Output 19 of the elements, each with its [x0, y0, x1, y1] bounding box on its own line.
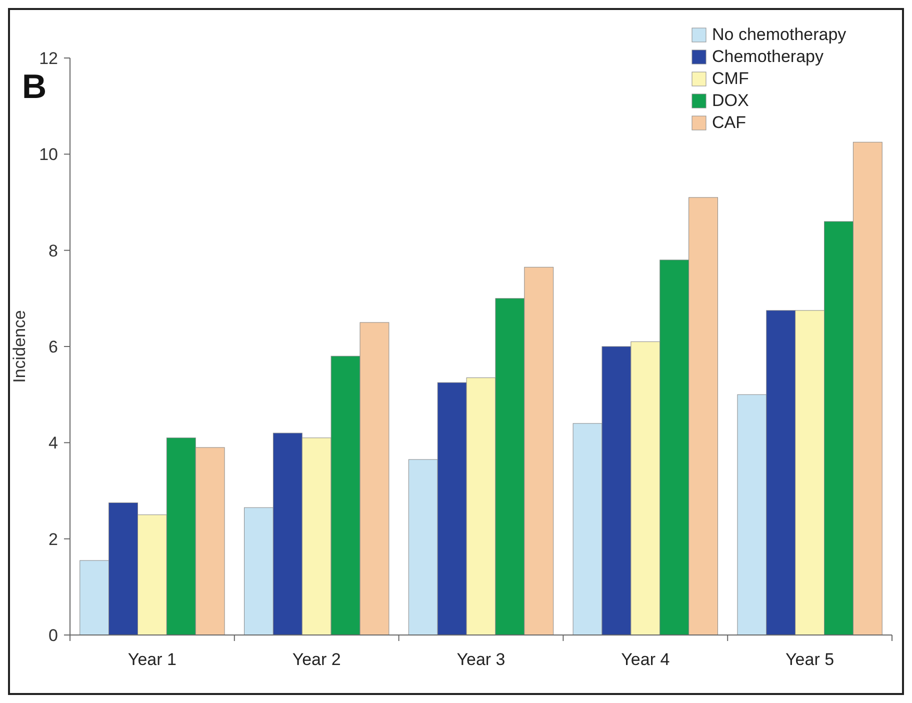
y-tick-label: 8 [48, 241, 58, 260]
legend-label: CMF [712, 69, 749, 88]
legend-label: No chemotherapy [712, 25, 847, 44]
y-tick-label: 2 [48, 530, 58, 549]
x-tick-label: Year 4 [621, 650, 670, 669]
text: B [22, 68, 47, 106]
legend-label: DOX [712, 91, 749, 110]
x-tick-label: Year 1 [128, 650, 176, 669]
y-tick-label: 6 [48, 337, 58, 356]
x-tick-label: Year 3 [456, 650, 506, 669]
legend-label: Chemotherapy [712, 47, 824, 66]
y-tick-label: 0 [48, 626, 58, 645]
x-tick-label: Year 5 [786, 650, 834, 669]
y-axis-title: Incidence [10, 310, 29, 383]
y-tick-label: 12 [39, 48, 58, 68]
y-tick-label: 4 [48, 434, 58, 453]
legend-label: CAF [712, 113, 746, 132]
y-tick-label: 10 [39, 145, 58, 164]
x-tick-label: Year 2 [292, 650, 341, 669]
